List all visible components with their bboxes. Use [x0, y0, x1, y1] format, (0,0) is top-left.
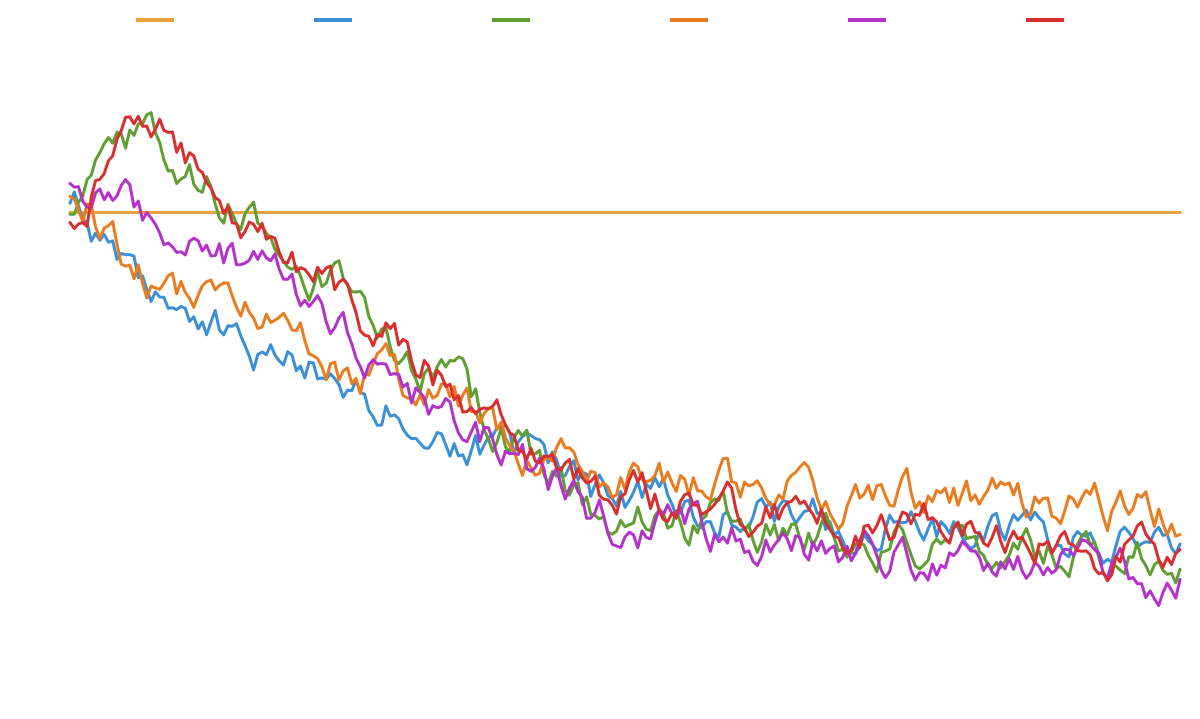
series-line-series-4	[70, 196, 1180, 536]
legend-item-series-2	[314, 18, 352, 22]
legend-item-series-3	[492, 18, 530, 22]
chart-legend	[0, 18, 1200, 22]
series-line-series-5	[70, 180, 1180, 606]
legend-item-series-5	[848, 18, 886, 22]
legend-swatch	[314, 18, 352, 22]
legend-swatch	[670, 18, 708, 22]
line-chart	[0, 0, 1200, 719]
series-line-series-6	[70, 116, 1180, 580]
legend-swatch	[1026, 18, 1064, 22]
legend-swatch	[492, 18, 530, 22]
legend-item-series-4	[670, 18, 708, 22]
legend-item-series-6	[1026, 18, 1064, 22]
legend-swatch	[136, 18, 174, 22]
legend-swatch	[848, 18, 886, 22]
series-line-series-3	[70, 113, 1180, 583]
legend-item-series-1	[136, 18, 174, 22]
series-line-series-2	[70, 192, 1180, 563]
